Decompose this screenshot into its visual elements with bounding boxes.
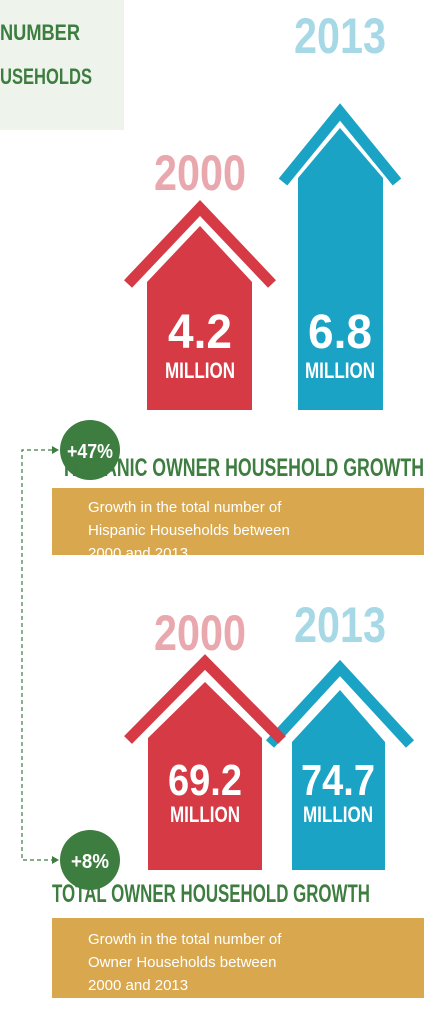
roof: [124, 200, 276, 288]
unit: MILLION: [303, 802, 373, 827]
house: [292, 690, 385, 870]
description: 2000 and 2013: [88, 545, 188, 562]
description: 2000 and 2013: [88, 977, 188, 994]
connector: [21, 449, 52, 861]
change-badge: [60, 830, 120, 890]
roof: [278, 103, 402, 186]
description: Owner Households between: [88, 954, 276, 971]
house: [148, 682, 262, 870]
arrow: [52, 856, 59, 864]
roof: [124, 654, 286, 744]
year: 2013: [294, 8, 386, 64]
change: +8%: [71, 851, 109, 873]
arrow: [52, 446, 59, 454]
value: 6.8: [308, 306, 372, 359]
unit: MILLION: [305, 358, 375, 383]
change-badge: [60, 420, 120, 480]
year: 2000: [154, 145, 246, 201]
value: 4.2: [168, 306, 232, 359]
roof: [265, 659, 415, 748]
description: Growth in the total number of: [88, 931, 282, 948]
unit: MILLION: [165, 358, 235, 383]
value: 69.2: [168, 756, 242, 805]
section-title: TOTAL OWNER HOUSEHOLD GROWTH: [52, 880, 370, 908]
value: 74.7: [301, 756, 375, 805]
section-title: HISPANIC OWNER HOUSEHOLD GROWTH: [64, 454, 424, 482]
unit: MILLION: [170, 802, 240, 827]
house: [147, 226, 252, 410]
description-box: [52, 488, 424, 555]
header-line: USEHOLDS: [0, 64, 92, 89]
year: 2000: [154, 605, 246, 661]
header-box: [0, 0, 124, 130]
header-line: NUMBER: [0, 20, 80, 45]
change: +47%: [67, 441, 113, 463]
description-box: [52, 918, 424, 998]
description: Hispanic Households between: [88, 522, 290, 539]
house: [298, 128, 383, 410]
description: Growth in the total number of: [88, 499, 282, 516]
year: 2013: [294, 597, 386, 653]
